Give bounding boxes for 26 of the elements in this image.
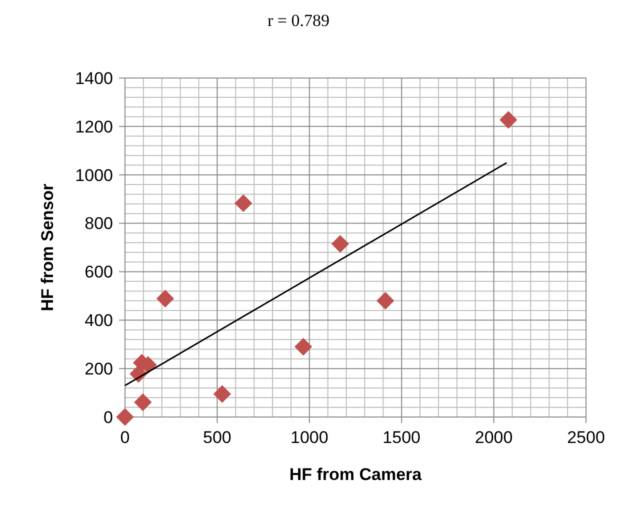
x-tick-label: 500	[203, 428, 232, 447]
y-tick-label: 1200	[75, 117, 113, 136]
point	[234, 194, 252, 212]
y-tick-label: 1400	[75, 68, 113, 88]
y-tick-label: 600	[84, 262, 113, 282]
point	[331, 235, 350, 253]
y-tick-label: 200	[84, 360, 113, 379]
x-tick-label: 2000	[474, 428, 513, 447]
x-tick-label: 1000	[290, 428, 328, 447]
point	[294, 338, 312, 356]
x-tick-label: 0	[120, 428, 130, 447]
y-tick-label: 1000	[75, 166, 113, 185]
y-axis-title: HF from Sensor	[38, 183, 57, 312]
chart-title: r = 0.789	[268, 11, 330, 30]
point	[134, 393, 152, 412]
point	[500, 111, 518, 129]
y-tick-label: 400	[84, 311, 113, 330]
point	[116, 408, 134, 426]
x-tick-label: 1500	[382, 428, 421, 447]
point	[376, 292, 394, 310]
x-axis-title: HF from Camera	[289, 465, 422, 484]
y-tick-label: 0	[104, 408, 113, 427]
y-tick-label: 800	[84, 214, 113, 234]
point	[213, 385, 232, 403]
x-tick-label: 2500	[567, 428, 605, 447]
point	[156, 290, 174, 308]
